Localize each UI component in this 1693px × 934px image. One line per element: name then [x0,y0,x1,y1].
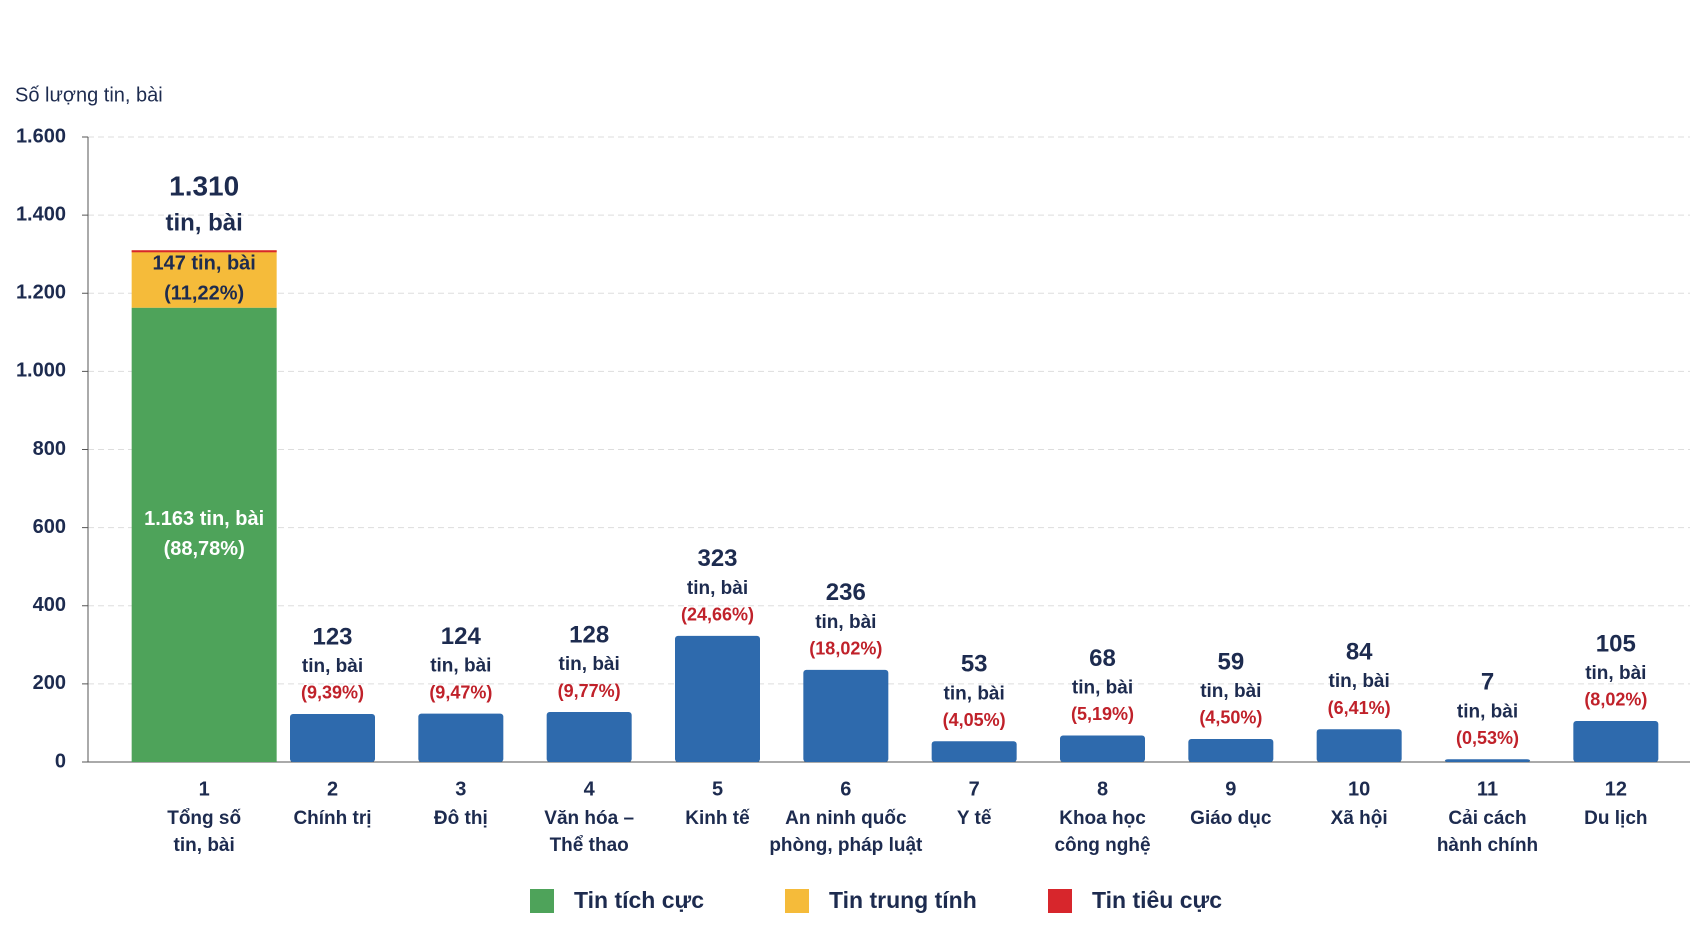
segment-label: 147 tin, bài [152,252,255,274]
segment-label: 1.163 tin, bài [144,508,264,530]
value-label: 53 [961,651,988,678]
share-label: (4,50%) [1199,708,1262,728]
category-number: 3 [455,778,466,800]
share-label: (9,47%) [429,682,492,702]
share-label: (9,77%) [558,681,621,701]
share-label: (4,05%) [943,710,1006,730]
category-number: 6 [840,778,851,800]
stack-segment [131,250,277,308]
category-number: 5 [712,778,723,800]
segment-share: (11,22%) [164,282,244,304]
x-tick-label: Xã hội [1331,808,1388,829]
legend-label: Tin tiêu cực [1092,887,1222,913]
y-tick-label: 400 [33,594,66,616]
x-tick-label: Đô thị [434,808,488,829]
x-tick-label: Văn hóa – [544,808,634,829]
y-tick-label: 0 [55,750,66,772]
legend-label: Tin tích cực [574,887,704,913]
share-label: (6,41%) [1328,698,1391,718]
legend-swatch [530,889,554,913]
x-tick-label: An ninh quốc [785,808,907,829]
value-label: 124 [441,623,482,650]
value-label: 84 [1346,639,1373,666]
unit-label: tin, bài [430,656,491,677]
y-tick-label: 1.600 [16,125,66,147]
x-tick-label: phòng, pháp luật [769,835,923,856]
share-label: (9,39%) [301,683,364,703]
value-label: 128 [569,621,609,648]
share-label: (0,53%) [1456,728,1519,748]
unit-label: tin, bài [815,612,876,633]
bar [1060,735,1145,762]
share-label: (24,66%) [681,605,754,625]
category-number: 7 [969,778,980,800]
stack-segment [131,250,277,253]
unit-label: tin, bài [1585,663,1646,684]
segment-share: (88,78%) [164,538,245,560]
bar [931,741,1017,762]
value-label: 105 [1596,630,1636,657]
unit-label: tin, bài [302,656,363,677]
x-tick-label: Khoa học [1059,808,1146,829]
legend-swatch [785,889,809,913]
y-tick-label: 600 [33,516,66,538]
value-label: 323 [697,545,737,572]
y-tick-label: 1.200 [16,282,66,304]
category-number: 9 [1225,778,1236,800]
bar [418,713,504,762]
x-tick-label: tin, bài [174,835,235,856]
unit-label: tin, bài [944,683,1005,704]
legend-label: Tin trung tính [829,887,977,913]
y-tick-label: 200 [33,672,66,694]
share-label: (5,19%) [1071,704,1134,724]
unit-label: tin, bài [559,654,620,675]
bar [290,713,375,762]
bar [1316,729,1402,762]
x-tick-label: Y tế [957,808,992,829]
share-label: (8,02%) [1584,690,1647,710]
unit-label: tin, bài [1329,671,1390,692]
unit-label: tin, bài [1457,701,1518,722]
value-label: 236 [826,579,866,606]
x-tick-label: Tổng số [167,808,241,829]
total-label: 1.310 [169,171,239,202]
category-number: 8 [1097,778,1108,800]
category-number: 1 [199,778,210,800]
category-number: 10 [1348,778,1370,800]
unit-label: tin, bài [165,210,242,237]
bar [1188,738,1274,762]
bar [803,669,889,762]
legend-swatch [1048,889,1072,913]
category-number: 11 [1477,778,1498,800]
bar [1445,759,1530,762]
bar [546,712,632,762]
value-label: 59 [1217,648,1244,675]
stack-segment [131,307,277,762]
y-tick-label: 1.400 [16,203,66,225]
value-label: 68 [1089,645,1116,672]
bar [675,635,760,762]
category-number: 12 [1605,778,1627,800]
x-tick-label: công nghệ [1054,835,1150,856]
value-label: 123 [312,623,352,650]
x-tick-label: Thể thao [550,835,629,856]
share-label: (18,02%) [809,639,882,659]
unit-label: tin, bài [687,578,748,599]
x-tick-label: Kinh tế [685,808,750,829]
unit-label: tin, bài [1200,681,1261,702]
value-label: 7 [1481,669,1494,696]
x-tick-label: Du lịch [1584,808,1647,829]
unit-label: tin, bài [1072,677,1133,698]
y-tick-label: 800 [33,438,66,460]
x-tick-label: hành chính [1437,835,1538,856]
y-axis-label: Số lượng tin, bài [15,84,163,106]
category-number: 4 [584,778,596,800]
bar [1573,720,1659,762]
x-tick-label: Cải cách [1448,808,1526,829]
y-tick-label: 1.000 [16,360,66,382]
x-tick-label: Giáo dục [1190,808,1272,829]
category-number: 2 [327,778,338,800]
x-tick-label: Chính trị [293,808,371,829]
